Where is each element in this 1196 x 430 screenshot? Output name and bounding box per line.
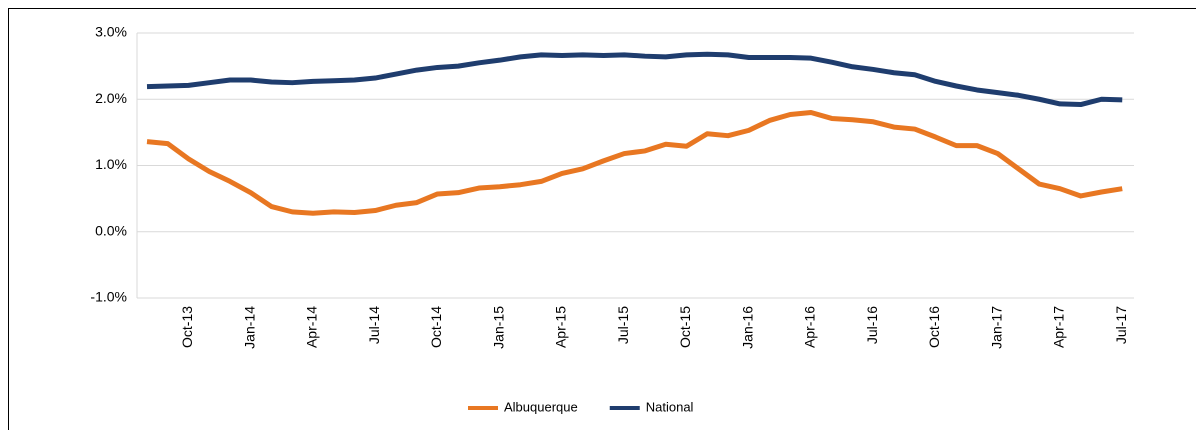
line-series	[146, 110, 1123, 216]
y-tick-label: 2.0%	[95, 90, 127, 106]
x-tick-label: Jul-16	[864, 306, 880, 344]
x-tick-label: Jan-16	[739, 306, 755, 349]
legend-label: National	[646, 399, 694, 414]
legend-label: Albuquerque	[504, 399, 578, 414]
x-tick-label: Apr-17	[1051, 306, 1067, 348]
line-series	[146, 51, 1123, 108]
y-tick-label: 3.0%	[95, 24, 127, 40]
y-tick-label: 1.0%	[95, 156, 127, 172]
x-tick-label: Jan-14	[241, 306, 257, 349]
x-tick-label: Jul-15	[615, 306, 631, 344]
x-tick-label: Apr-16	[802, 306, 818, 348]
x-tick-label: Jul-17	[1113, 306, 1129, 344]
x-tick-label: Apr-14	[304, 306, 320, 348]
x-tick-label: Oct-13	[179, 306, 195, 348]
x-tick-label: Jan-17	[988, 306, 1004, 349]
x-tick-label: Oct-16	[926, 306, 942, 348]
y-tick-label: -1.0%	[90, 289, 127, 305]
y-tick-label: 0.0%	[95, 222, 127, 238]
x-tick-label: Apr-15	[553, 306, 569, 348]
x-tick-label: Oct-15	[677, 306, 693, 348]
frame	[8, 8, 1196, 430]
x-tick-label: Jul-14	[366, 306, 382, 344]
x-tick-label: Oct-14	[428, 306, 444, 348]
x-tick-label: Jan-15	[490, 306, 506, 349]
